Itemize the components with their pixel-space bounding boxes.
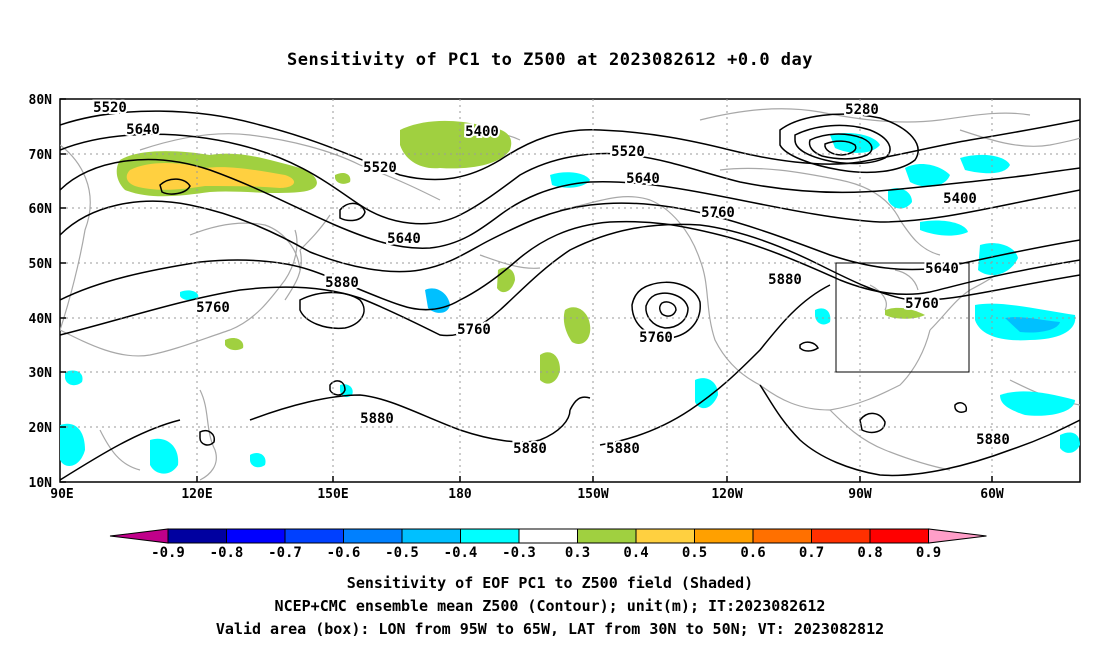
contour-label-group: 5520 5640 5400 5520 5520 5640 5280 5400 … — [91, 99, 1012, 459]
colorbar-label: 0.7 — [799, 545, 824, 560]
colorbar-swatch — [869, 528, 929, 544]
contour-label: 5400 — [465, 124, 499, 140]
colorbar-label: 0.3 — [565, 545, 590, 560]
map-grid — [60, 99, 1080, 482]
colorbar-right-arrow — [928, 528, 987, 544]
lat-labels: 80N 70N 60N 50N 40N 30N 20N 10N — [29, 93, 53, 491]
caption-line-2: NCEP+CMC ensemble mean Z500 (Contour); u… — [274, 597, 826, 615]
lon-label: 150W — [577, 487, 608, 502]
lat-label: 70N — [29, 148, 53, 163]
caption-line-3: Valid area (box): LON from 95W to 65W, L… — [215, 620, 885, 638]
colorbar-label: -0.3 — [502, 545, 536, 560]
colorbar-swatch — [460, 528, 520, 544]
axis-ticks — [60, 98, 993, 483]
lon-labels: 90E 120E 150E 180 150W 120W 90W 60W — [50, 487, 1004, 502]
contour-label: 5400 — [943, 191, 977, 207]
colorbar-label: 0.8 — [857, 545, 882, 560]
lon-label: 90E — [50, 487, 73, 502]
colorbar-label: 0.5 — [682, 545, 707, 560]
colorbar-swatch — [635, 528, 695, 544]
lat-label: 10N — [29, 476, 53, 491]
colorbar-label: -0.7 — [268, 545, 302, 560]
lon-label: 90W — [848, 487, 872, 502]
lat-label: 50N — [29, 257, 53, 272]
lon-label: 150E — [317, 487, 348, 502]
map-panel: 5520 5640 5400 5520 5520 5640 5280 5400 … — [29, 93, 1081, 560]
contour-label: 5520 — [363, 160, 397, 176]
contour-label: 5640 — [387, 231, 421, 247]
contour-label: 5640 — [925, 261, 959, 277]
lat-label: 40N — [29, 312, 53, 327]
lat-label: 60N — [29, 202, 53, 217]
colorbar-label: -0.4 — [444, 545, 478, 560]
contour-label: 5880 — [513, 441, 547, 457]
contour-label: 5760 — [701, 205, 735, 221]
lat-label: 30N — [29, 366, 53, 381]
lon-label: 180 — [448, 487, 472, 502]
colorbar-swatch — [577, 528, 637, 544]
colorbar-label: -0.9 — [151, 545, 185, 560]
chart-title: Sensitivity of PC1 to Z500 at 2023082612… — [286, 50, 813, 70]
colorbar-swatch — [752, 528, 812, 544]
colorbar-swatch — [226, 528, 286, 544]
lon-label: 120E — [181, 487, 212, 502]
contour-label: 5880 — [768, 272, 802, 288]
colorbar-label: -0.8 — [210, 545, 244, 560]
colorbar-swatch — [694, 528, 754, 544]
colorbar-swatch — [401, 528, 461, 544]
colorbar-label: 0.9 — [916, 545, 941, 560]
contour-label: 5640 — [626, 171, 660, 187]
contour-label: 5760 — [639, 330, 673, 346]
colorbar-swatch — [284, 528, 344, 544]
contour-label: 5520 — [611, 144, 645, 160]
colorbar-swatch — [811, 528, 871, 544]
contour-label: 5520 — [93, 100, 127, 116]
contour-label: 5760 — [905, 296, 939, 312]
colorbar-label: 0.6 — [740, 545, 765, 560]
colorbar-left-arrow — [109, 528, 169, 544]
valid-area-box — [835, 262, 970, 373]
colorbar-label: -0.5 — [385, 545, 419, 560]
caption-line-1: Sensitivity of EOF PC1 to Z500 field (Sh… — [346, 574, 754, 592]
colorbar-label: -0.6 — [327, 545, 361, 560]
contour-label: 5760 — [457, 322, 491, 338]
colorbar-swatch — [343, 528, 403, 544]
contour-label: 5880 — [976, 432, 1010, 448]
contour-label: 5640 — [126, 122, 160, 138]
colorbar: -0.9 -0.8 -0.7 -0.6 -0.5 -0.4 -0.3 0.3 0.4 0.5 0.6… — [109, 528, 987, 560]
contour-label: 5280 — [845, 102, 879, 118]
colorbar-swatch — [518, 528, 578, 544]
contour-label: 5880 — [360, 411, 394, 427]
colorbar-swatch — [167, 528, 227, 544]
lat-label: 80N — [29, 93, 53, 108]
colorbar-label: 0.4 — [623, 545, 648, 560]
lon-label: 120W — [711, 487, 742, 502]
z500-contours — [60, 110, 1080, 481]
contour-label: 5880 — [325, 275, 359, 291]
contour-label: 5880 — [606, 441, 640, 457]
lon-label: 60W — [980, 487, 1004, 502]
lat-label: 20N — [29, 421, 53, 436]
contour-label: 5760 — [196, 300, 230, 316]
